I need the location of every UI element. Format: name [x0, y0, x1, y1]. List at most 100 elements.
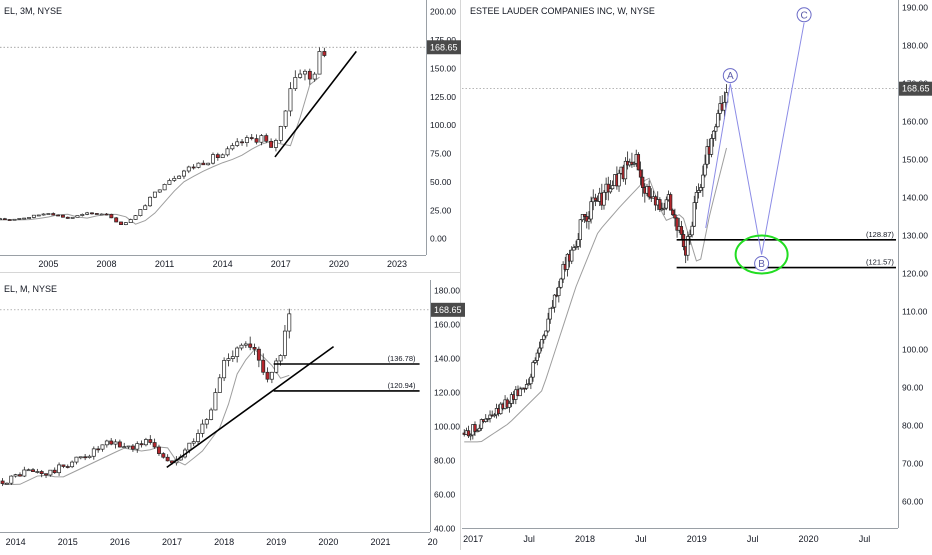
pane-monthly[interactable]: 180.00 160.00 140.00 120.00 100.00 80.00 60.00… — [0, 286, 465, 547]
q3m-candle — [138, 209, 143, 216]
m-candle — [13, 474, 18, 477]
m-candle — [222, 360, 227, 379]
m-price-badge — [431, 302, 465, 317]
w-candle — [466, 430, 471, 437]
q3m-x-tick: 2008 — [96, 259, 116, 269]
w-candle — [703, 163, 707, 176]
w-x-tick: 2017 — [463, 534, 483, 544]
w-wave-label: C — [800, 10, 807, 21]
q3m-candle — [278, 125, 283, 141]
m-candle — [278, 355, 283, 362]
w-wave-label: A — [727, 71, 734, 82]
w-candle — [641, 176, 645, 188]
q3m-candle — [244, 137, 249, 143]
w-level-label: (121.57) — [866, 258, 894, 267]
q3m-candle — [2, 218, 7, 221]
w-candle — [561, 263, 565, 280]
w-candle — [477, 427, 481, 432]
w-candle — [658, 199, 662, 210]
q3m-candle — [27, 217, 31, 219]
q3m-candle — [307, 70, 312, 80]
q3m-candle — [123, 222, 128, 225]
q3m-candle — [317, 51, 322, 75]
q3m-candle — [288, 88, 293, 112]
q3m-candle — [12, 218, 17, 221]
q3m-candle — [133, 215, 138, 220]
q3m-candle — [312, 73, 317, 80]
w-title: ESTEE LAUDER COMPANIES INC, W, NYSE — [470, 6, 655, 16]
m-level-label: (120.94) — [388, 381, 416, 390]
m-x-tick: 2020 — [318, 537, 338, 547]
m-x-tick: 2016 — [110, 537, 130, 547]
q3m-x-tick: 2014 — [213, 259, 233, 269]
w-candle — [582, 214, 587, 217]
m-candle — [213, 392, 218, 411]
w-x-tick: Jul — [635, 534, 647, 544]
q3m-candle — [94, 213, 99, 215]
m-candle — [143, 439, 148, 446]
w-candle — [696, 190, 701, 193]
w-candle — [539, 339, 544, 349]
w-candle — [473, 424, 477, 432]
m-x-tick: 2019 — [266, 537, 286, 547]
m-candle — [248, 343, 253, 348]
q3m-candle — [85, 212, 90, 215]
w-x-tick: Jul — [859, 534, 871, 544]
m-candle — [235, 347, 240, 357]
q3m-candle — [167, 180, 172, 185]
q3m-candle — [51, 213, 56, 216]
w-candle — [572, 247, 576, 251]
q3m-candle — [235, 141, 240, 146]
q3m-candle — [249, 137, 254, 139]
w-candle — [638, 169, 643, 178]
q3m-y-tick: 125.00 — [430, 92, 456, 102]
w-candle — [486, 418, 490, 420]
q3m-candle — [303, 70, 307, 75]
q3m-candle — [157, 189, 162, 193]
m-candle — [96, 448, 101, 451]
m-candle — [196, 433, 201, 442]
m-candle — [91, 448, 96, 457]
w-candle — [527, 383, 531, 386]
m-candle — [282, 330, 287, 356]
q3m-candle — [46, 213, 51, 215]
pane-quarterly[interactable]: 200.00 175.00 150.00 125.00 100.00 75.00 50.00… — [0, 7, 461, 269]
w-candle — [709, 138, 714, 155]
w-candle — [673, 214, 677, 219]
q3m-candle — [41, 213, 46, 216]
pane-weekly[interactable]: 190.00180.00170.00160.00150.00140.00130.… — [462, 3, 932, 544]
m-candle — [78, 456, 83, 459]
q3m-candle — [191, 166, 196, 169]
w-candle — [692, 202, 696, 227]
q3m-candle — [293, 77, 298, 90]
q3m-candle — [273, 140, 278, 148]
q3m-candle — [269, 140, 274, 148]
w-candle — [537, 347, 542, 354]
q3m-candle — [114, 217, 119, 223]
m-candle — [52, 469, 57, 474]
q3m-candle — [162, 184, 167, 191]
w-candle — [548, 307, 552, 320]
w-candle — [533, 360, 537, 363]
w-candle — [535, 352, 539, 361]
w-candle — [711, 130, 716, 139]
m-price-badge-label: 168.65 — [434, 305, 462, 315]
m-candle — [48, 469, 53, 476]
w-candle — [602, 192, 606, 206]
q3m-candle — [186, 166, 191, 172]
m-candle — [152, 442, 157, 448]
w-candle — [632, 163, 636, 165]
m-candle — [191, 441, 196, 444]
w-candle — [570, 249, 574, 262]
w-candle — [546, 318, 550, 332]
q3m-candle — [211, 154, 215, 164]
m-candle — [265, 371, 270, 380]
m-candle — [157, 446, 161, 454]
w-candle — [722, 102, 727, 111]
w-y-tick: 150.00 — [902, 155, 928, 165]
q3m-candle — [215, 154, 220, 159]
w-candle — [699, 187, 703, 191]
w-candle — [705, 146, 709, 165]
q3m-candle — [143, 205, 148, 210]
